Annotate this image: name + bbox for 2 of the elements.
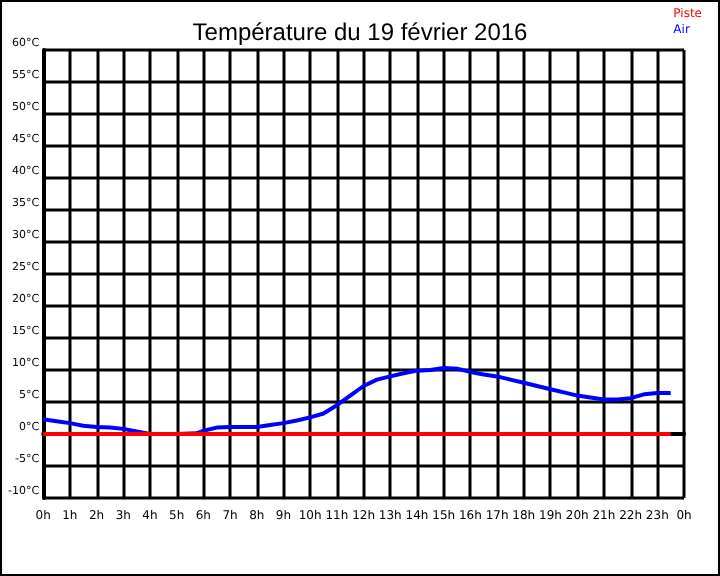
line-series bbox=[41, 366, 673, 436]
chart-title: Température du 19 février 2016 bbox=[192, 18, 529, 46]
